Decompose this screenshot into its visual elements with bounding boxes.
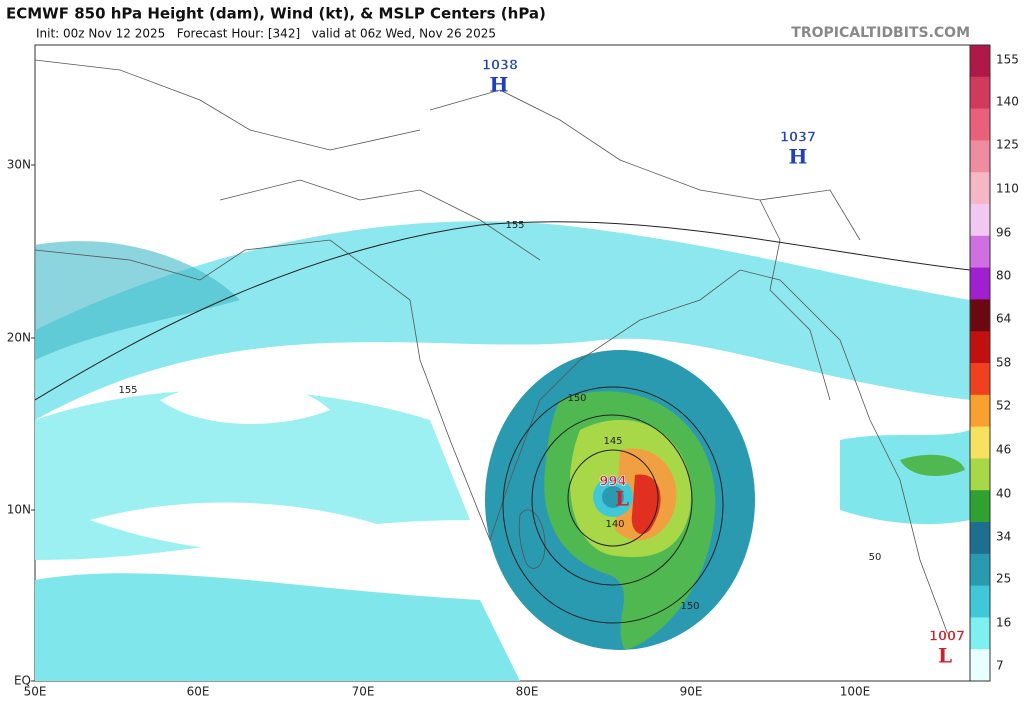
map — [34, 44, 971, 682]
colorbar-swatch — [970, 172, 990, 205]
contour-label: 150 — [567, 393, 586, 404]
colorbar-swatch — [970, 585, 990, 618]
contour-label: 150 — [680, 601, 699, 612]
pressure-value: 994 — [599, 475, 626, 490]
colorbar-label: 64 — [996, 312, 1011, 326]
colorbar-label: 16 — [996, 616, 1011, 630]
colorbar: 155 140 125 110 96 80 64 58 52 46 40 34 25 16 7 — [969, 44, 1019, 682]
pressure-letter: L — [938, 644, 952, 668]
lon-label: 100E — [840, 685, 871, 699]
lon-label: 70E — [352, 685, 375, 699]
colorbar-label: 125 — [996, 138, 1019, 152]
contour-label: 155 — [118, 385, 137, 396]
colorbar-label: 40 — [996, 487, 1011, 501]
colorbar-swatch — [970, 363, 990, 396]
colorbar-label: 80 — [996, 269, 1011, 283]
colorbar-swatch — [970, 458, 990, 491]
contour-label: 155 — [505, 220, 524, 231]
colorbar-label: 34 — [996, 530, 1011, 544]
lat-label: 30N — [7, 158, 31, 172]
colorbar-swatch — [970, 76, 990, 110]
contour-label: 140 — [605, 519, 624, 530]
colorbar-swatch — [970, 299, 990, 332]
colorbar-label: 46 — [996, 443, 1011, 457]
title: ECMWF 850 hPa Height (dam), Wind (kt), &… — [6, 5, 546, 23]
colorbar-swatch — [970, 649, 990, 682]
colorbar-frame — [969, 44, 991, 682]
colorbar-label: 96 — [996, 226, 1011, 240]
colorbar-swatch — [970, 490, 990, 523]
pressure-letter: H — [789, 145, 808, 169]
colorbar-swatch — [970, 553, 990, 587]
colorbar-swatch — [970, 267, 990, 300]
pressure-value: 1038 — [482, 59, 518, 74]
colorbar-label: 58 — [996, 356, 1011, 370]
lon-label: 90E — [680, 685, 703, 699]
colorbar-label: 25 — [996, 572, 1011, 586]
colorbar-swatch — [970, 45, 990, 78]
colorbar-swatch — [970, 108, 990, 141]
lon-label: 60E — [187, 685, 210, 699]
pressure-letter: H — [490, 73, 509, 97]
colorbar-label: 7 — [996, 659, 1004, 673]
colorbar-swatch — [970, 235, 990, 269]
colorbar-swatch — [970, 204, 990, 237]
colorbar-swatch — [970, 140, 990, 173]
subtitle: Init: 00z Nov 12 2025 Forecast Hour: [34… — [36, 27, 496, 41]
colorbar-swatch — [970, 522, 990, 555]
lon-label: 80E — [516, 685, 539, 699]
colorbar-label: 140 — [996, 95, 1019, 109]
source: TROPICALTIDBITS.COM — [791, 25, 970, 41]
pressure-value: 1007 — [929, 630, 965, 645]
lon-label: 50E — [24, 685, 47, 699]
colorbar-swatch — [970, 331, 990, 364]
lat-label: EQ — [14, 674, 31, 688]
contour-label: 145 — [603, 436, 622, 447]
lat-label: 10N — [7, 503, 31, 517]
pressure-letter: L — [615, 487, 629, 511]
colorbar-swatch — [970, 617, 990, 650]
colorbar-swatch — [970, 394, 990, 428]
colorbar-label: 110 — [996, 182, 1019, 196]
lat-label: 20N — [7, 331, 31, 345]
colorbar-label: 52 — [996, 399, 1011, 413]
contour-label: 50 — [869, 552, 882, 563]
colorbar-swatch — [970, 426, 990, 459]
pressure-value: 1037 — [780, 131, 816, 146]
colorbar-label: 155 — [996, 53, 1019, 67]
